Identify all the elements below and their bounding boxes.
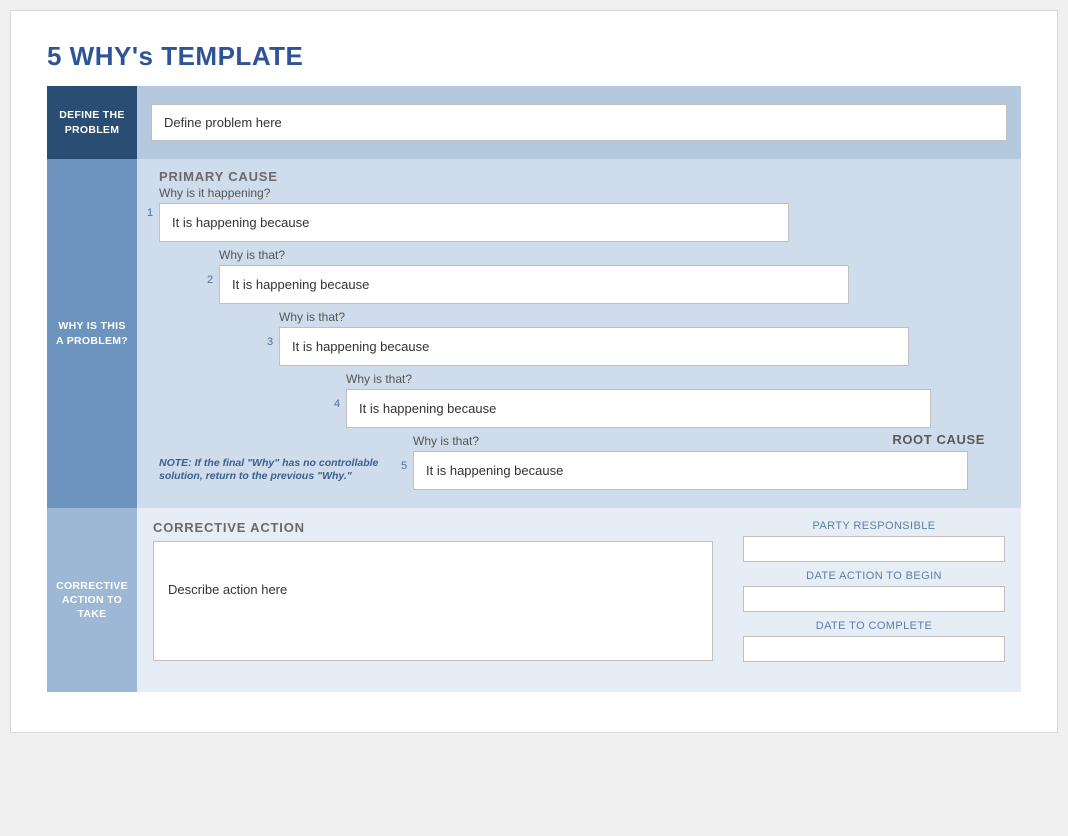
why-step-3: Why is that? 3 It is happening because — [279, 310, 1005, 366]
date-complete-input[interactable] — [743, 636, 1005, 662]
why-step-2: Why is that? 2 It is happening because — [219, 248, 1005, 304]
action-left: CORRECTIVE ACTION Describe action here — [153, 520, 713, 670]
why-step-5: Why is that? ROOT CAUSE 5 It is happenin… — [413, 434, 1005, 490]
why-number-1: 1 — [147, 207, 153, 219]
side-label-why: WHY IS THIS A PROBLEM? — [47, 159, 137, 508]
body-why: PRIMARY CAUSE Why is it happening? 1 It … — [137, 159, 1021, 508]
why-number-5: 5 — [401, 460, 407, 472]
template-grid: DEFINE THE PROBLEM Define problem here W… — [47, 86, 1021, 692]
why-question-2: Why is that? — [219, 248, 1005, 262]
party-responsible-input[interactable] — [743, 536, 1005, 562]
why-question-3: Why is that? — [279, 310, 1005, 324]
why-question-4: Why is that? — [346, 372, 1005, 386]
side-label-define: DEFINE THE PROBLEM — [47, 86, 137, 159]
side-label-action: CORRECTIVE ACTION TO TAKE — [47, 508, 137, 692]
why-answer-1[interactable]: It is happening because — [159, 203, 789, 242]
why-answer-4[interactable]: It is happening because — [346, 389, 931, 428]
party-responsible-label: PARTY RESPONSIBLE — [743, 520, 1005, 532]
page-container: 5 WHY's TEMPLATE DEFINE THE PROBLEM Defi… — [10, 10, 1058, 733]
date-complete-label: DATE TO COMPLETE — [743, 620, 1005, 632]
body-action: CORRECTIVE ACTION Describe action here P… — [137, 508, 1021, 692]
action-description-input[interactable]: Describe action here — [153, 541, 713, 661]
page-title: 5 WHY's TEMPLATE — [47, 41, 1021, 72]
row-why: WHY IS THIS A PROBLEM? PRIMARY CAUSE Why… — [47, 159, 1021, 508]
primary-cause-label: PRIMARY CAUSE — [159, 169, 1005, 184]
body-define: Define problem here — [137, 86, 1021, 159]
why-answer-2[interactable]: It is happening because — [219, 265, 849, 304]
why-step-4: Why is that? 4 It is happening because — [346, 372, 1005, 428]
why-step-1: PRIMARY CAUSE Why is it happening? 1 It … — [159, 169, 1005, 242]
action-right: PARTY RESPONSIBLE DATE ACTION TO BEGIN D… — [743, 520, 1005, 670]
problem-input[interactable]: Define problem here — [151, 104, 1007, 141]
date-begin-input[interactable] — [743, 586, 1005, 612]
why-question-1: Why is it happening? — [159, 186, 1005, 200]
corrective-action-label: CORRECTIVE ACTION — [153, 520, 713, 535]
why-answer-3[interactable]: It is happening because — [279, 327, 909, 366]
root-cause-label: ROOT CAUSE — [892, 432, 985, 447]
why-note: NOTE: If the final "Why" has no controll… — [159, 457, 389, 484]
row-define: DEFINE THE PROBLEM Define problem here — [47, 86, 1021, 159]
row-action: CORRECTIVE ACTION TO TAKE CORRECTIVE ACT… — [47, 508, 1021, 692]
why-answer-5[interactable]: It is happening because — [413, 451, 968, 490]
why-number-2: 2 — [207, 274, 213, 286]
why-number-3: 3 — [267, 336, 273, 348]
date-begin-label: DATE ACTION TO BEGIN — [743, 570, 1005, 582]
why-number-4: 4 — [334, 398, 340, 410]
